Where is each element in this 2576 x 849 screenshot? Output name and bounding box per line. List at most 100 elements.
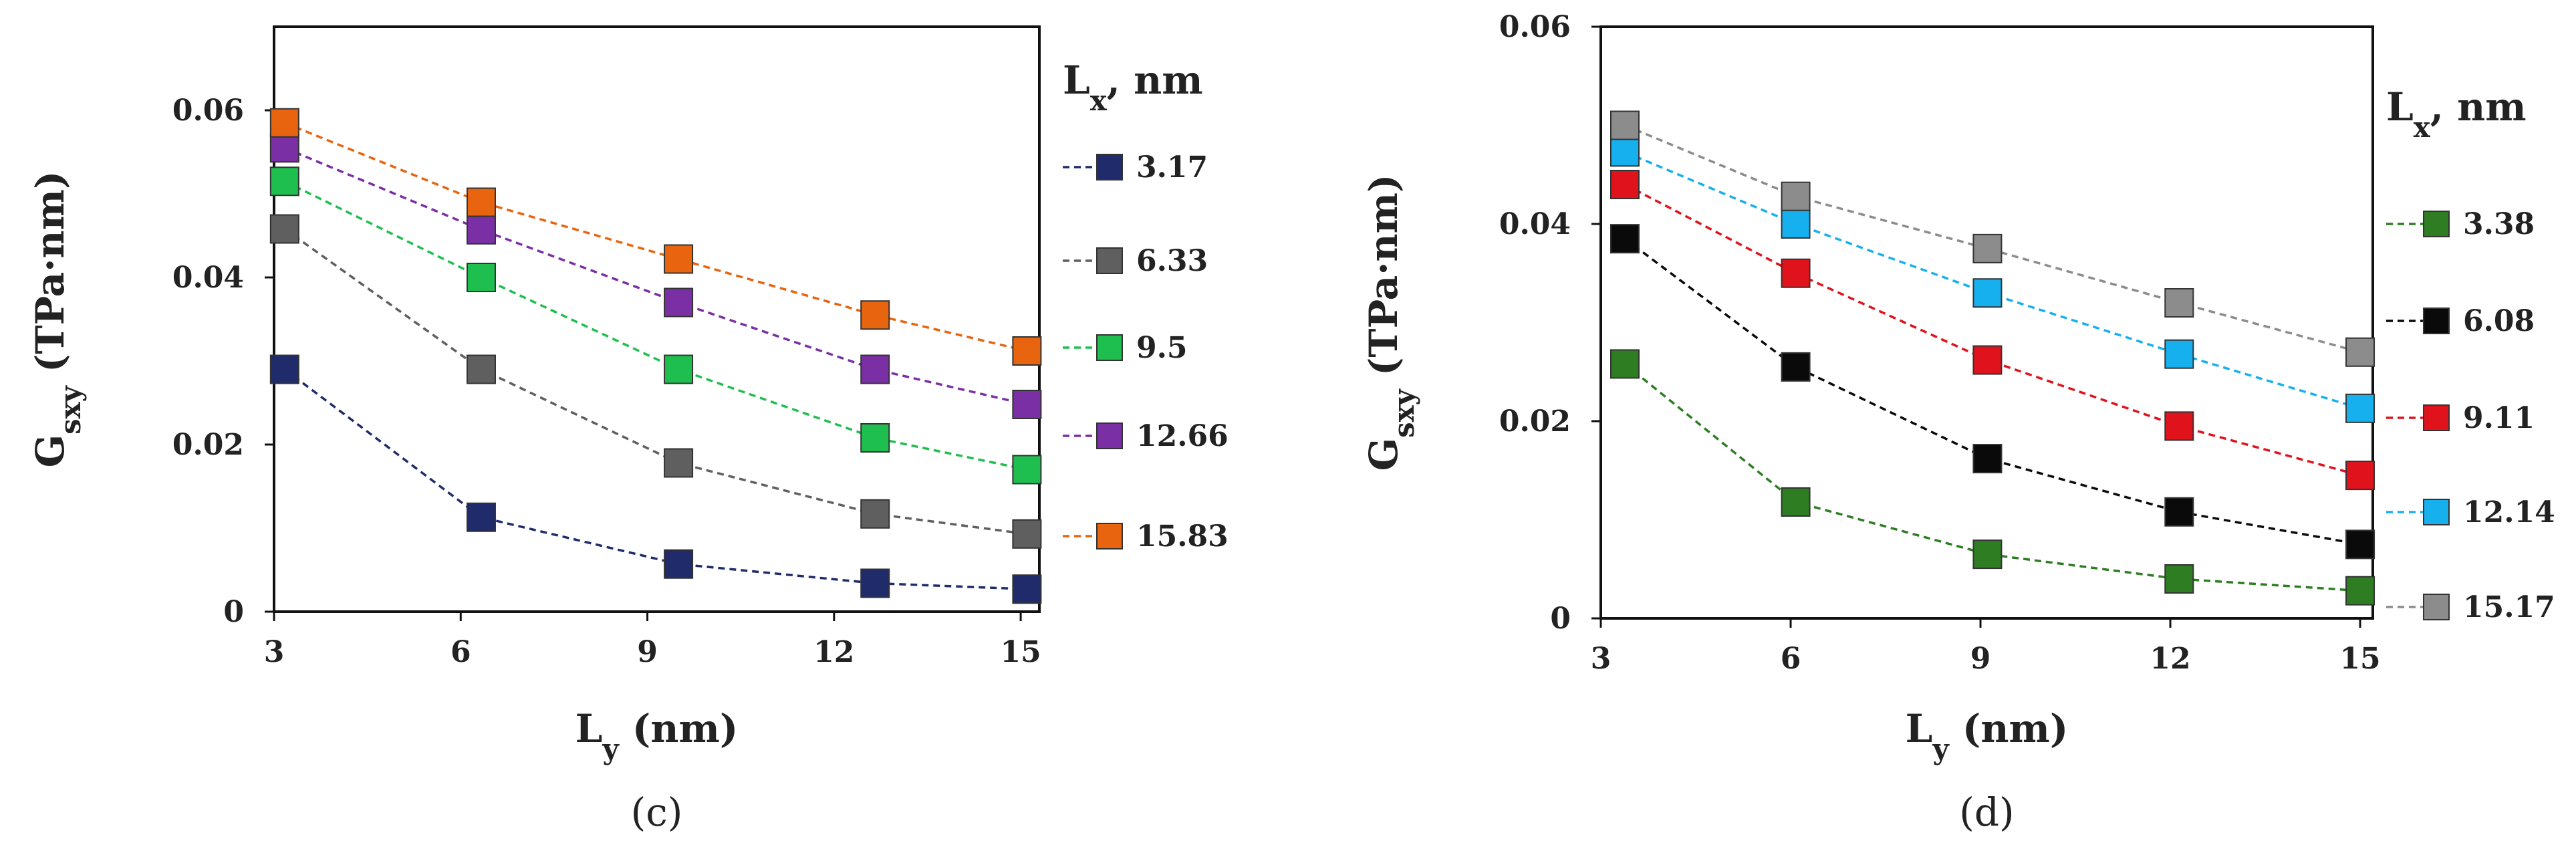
- data-point-6.08: [1781, 352, 1811, 382]
- data-point-6.33: [269, 214, 299, 244]
- legend: Lx, nm 3.17 6.33 9.5 12.66 15.83: [1063, 57, 1229, 554]
- data-point-12.14: [1972, 278, 2003, 308]
- legend-title: Lx, nm: [2386, 84, 2527, 144]
- legend-marker-15.17: [2423, 594, 2450, 620]
- legend-label: 12.14: [2463, 495, 2555, 529]
- data-point-15.17: [1972, 233, 2003, 263]
- x-tick-label: 6: [450, 635, 471, 669]
- data-point-6.08: [2345, 529, 2375, 560]
- x-tick-label: 6: [1781, 642, 1801, 676]
- data-point-9.5: [1012, 455, 1042, 485]
- series-line-3.38: [1624, 363, 2361, 592]
- y-tick-label: 0.06: [1499, 10, 1571, 44]
- legend-marker-9.5: [1096, 334, 1123, 361]
- y-axis-title: Gsxy (TPa·nm): [27, 171, 87, 468]
- data-point-12.66: [466, 215, 496, 245]
- y-tick-label: 0: [1550, 602, 1571, 636]
- data-point-6.33: [664, 448, 694, 478]
- y-tick-label: 0.02: [172, 428, 244, 462]
- data-point-12.14: [2345, 393, 2375, 423]
- legend-marker-3.17: [1096, 154, 1123, 180]
- plot-frame: [273, 25, 1041, 613]
- data-point-6.08: [2164, 497, 2194, 527]
- legend-marker-6.33: [1096, 247, 1123, 274]
- data-point-15.17: [2164, 288, 2194, 318]
- x-tick-label: 15: [2339, 642, 2380, 676]
- x-axis-title: Ly (nm): [1906, 706, 2069, 765]
- series-line-12.66: [284, 146, 1027, 406]
- data-point-9.5: [664, 354, 694, 384]
- legend-marker-12.66: [1096, 422, 1123, 449]
- x-tick-label: 9: [637, 635, 658, 669]
- y-tick-label: 0.04: [1499, 207, 1571, 241]
- legend-label: 15.17: [2463, 590, 2555, 624]
- legend-marker-6.08: [2423, 308, 2450, 334]
- legend-label: 12.66: [1136, 419, 1229, 453]
- data-point-3.38: [1972, 539, 2003, 570]
- legend-label: 6.33: [1136, 244, 1208, 278]
- legend: Lx, nm 3.38 6.08 9.11 12.14 15.17: [2386, 84, 2555, 624]
- data-point-3.17: [664, 549, 694, 579]
- data-point-15.83: [466, 187, 496, 217]
- series-line-9.11: [1624, 183, 2361, 477]
- data-point-15.83: [269, 108, 299, 138]
- data-point-3.17: [466, 502, 496, 532]
- y-tick-label: 0.04: [172, 261, 244, 295]
- data-point-15.83: [1012, 336, 1042, 366]
- plot-frame: [1599, 25, 2374, 620]
- chart-panel-d: 3 6 9 12 15 0 0.02 0.04 0.06 Ly (nm) Gsxy (TPa·nm)…: [1361, 10, 2555, 835]
- data-point-12.66: [860, 354, 890, 384]
- data-point-15.17: [1781, 181, 1811, 211]
- y-axis-title: Gsxy (TPa·nm): [1361, 174, 1420, 471]
- data-point-9.11: [1609, 170, 1640, 199]
- data-point-3.17: [269, 354, 299, 384]
- legend-label: 15.83: [1136, 519, 1229, 554]
- legend-label: 3.38: [2463, 207, 2535, 241]
- data-point-3.17: [860, 568, 890, 598]
- data-point-12.14: [1609, 137, 1640, 167]
- legend-marker-9.11: [2423, 404, 2450, 431]
- data-point-3.38: [2164, 564, 2194, 594]
- x-tick-label: 9: [1970, 642, 1991, 676]
- data-point-9.5: [860, 423, 890, 453]
- legend-title: Lx, nm: [1063, 57, 1203, 117]
- data-point-15.83: [664, 244, 694, 274]
- y-tick-label: 0.02: [1499, 404, 1571, 439]
- data-point-12.14: [2164, 339, 2194, 369]
- data-point-12.66: [664, 287, 694, 318]
- data-point-9.5: [269, 166, 299, 197]
- x-axis-title: Ly (nm): [575, 706, 739, 765]
- data-point-6.33: [860, 499, 890, 529]
- panel-label: (d): [1959, 790, 2014, 835]
- x-tick-label: 15: [1000, 635, 1041, 669]
- data-point-9.11: [1781, 258, 1811, 288]
- data-point-6.33: [466, 354, 496, 384]
- legend-marker-15.83: [1096, 523, 1123, 550]
- series-line-15.83: [284, 122, 1027, 352]
- legend-label: 3.17: [1136, 150, 1208, 185]
- x-tick-label: 3: [1591, 642, 1612, 676]
- data-point-15.17: [2345, 337, 2375, 367]
- data-point-15.17: [1609, 110, 1640, 140]
- data-point-3.38: [1781, 487, 1811, 517]
- data-point-12.66: [269, 133, 299, 163]
- x-tick-label: 12: [813, 635, 854, 669]
- series-line-6.33: [283, 228, 1027, 535]
- data-point-15.83: [860, 300, 890, 330]
- y-tick-label: 0: [223, 595, 244, 629]
- x-tick-label: 3: [264, 635, 285, 669]
- legend-label: 9.11: [2463, 401, 2535, 435]
- series-line-3.17: [283, 368, 1027, 590]
- data-point-6.33: [1012, 519, 1042, 549]
- data-point-6.08: [1972, 444, 2003, 474]
- data-point-9.11: [2345, 461, 2375, 491]
- data-point-12.14: [1781, 209, 1811, 239]
- data-point-12.66: [1012, 390, 1042, 419]
- data-point-9.5: [466, 263, 496, 292]
- data-point-3.38: [1609, 349, 1640, 379]
- legend-label: 9.5: [1136, 331, 1188, 365]
- data-point-6.08: [1609, 224, 1640, 254]
- legend-marker-3.38: [2423, 211, 2450, 237]
- data-point-3.38: [2345, 576, 2375, 606]
- data-point-9.11: [2164, 411, 2194, 441]
